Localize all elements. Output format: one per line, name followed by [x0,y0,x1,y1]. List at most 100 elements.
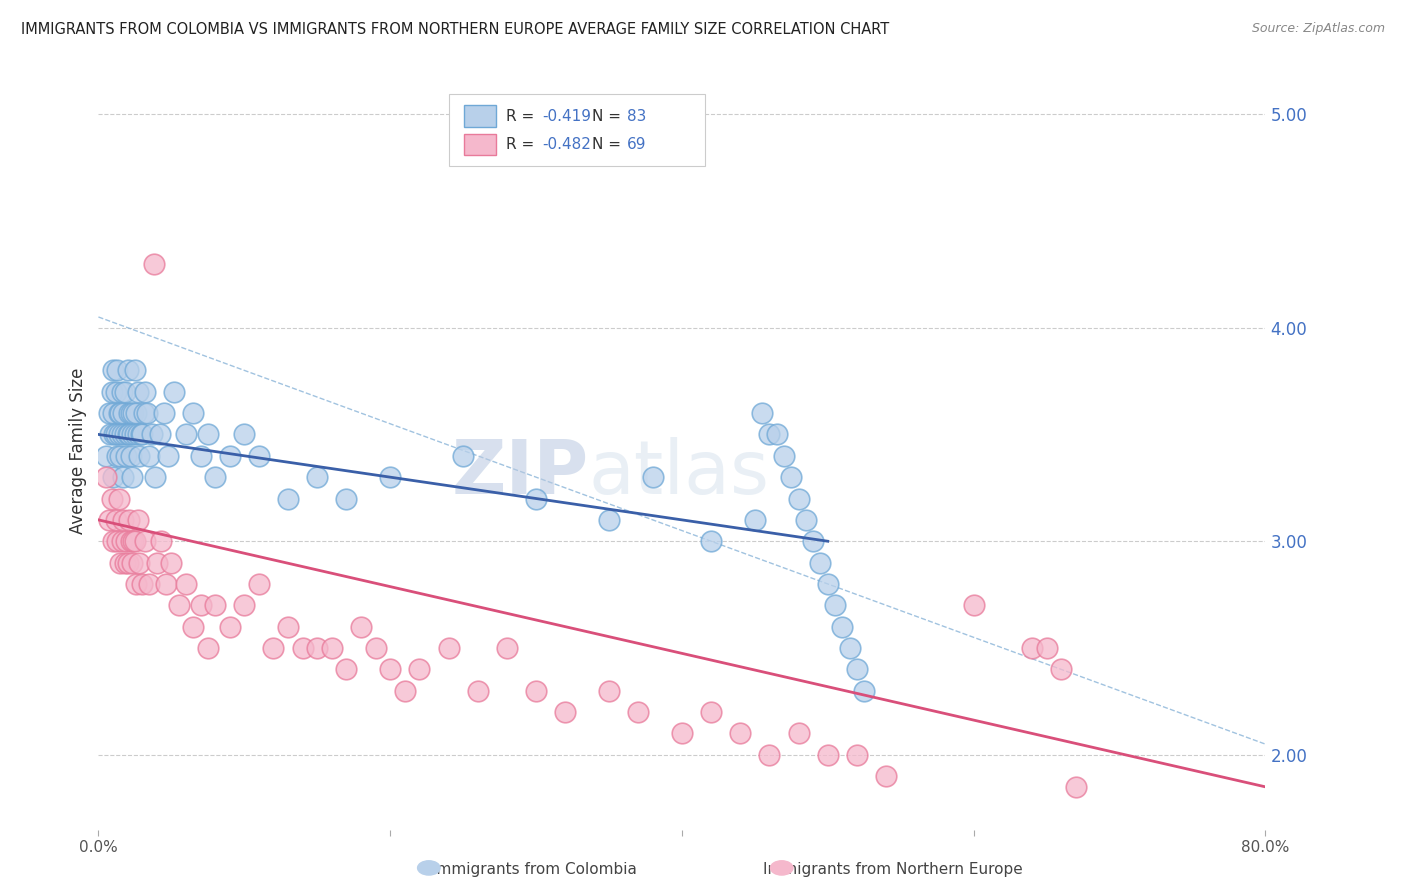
Text: -0.419: -0.419 [541,109,591,124]
Point [132,406,155,420]
Text: 83: 83 [627,109,647,124]
Point [115,534,138,549]
Point [218,620,240,634]
Point [121,470,143,484]
Point [163,384,186,399]
Point [751,406,773,420]
Point [277,620,299,634]
Point [141,427,163,442]
Point [831,620,853,634]
Point [138,449,160,463]
Point [120,449,142,463]
Point [627,705,650,719]
Point [101,363,124,377]
Point [174,427,197,442]
Point [153,406,176,420]
Point [127,384,149,399]
Point [124,427,146,442]
Text: Source: ZipAtlas.com: Source: ZipAtlas.com [1251,22,1385,36]
Point [247,577,270,591]
Point [765,427,787,442]
Point [128,556,150,570]
Point [112,513,135,527]
Point [787,491,810,506]
Point [103,427,125,442]
Point [496,640,519,655]
Point [307,640,329,655]
Point [97,406,120,420]
Point [380,662,402,676]
Point [247,449,270,463]
Point [149,427,172,442]
Point [780,470,803,484]
Point [117,363,139,377]
Point [111,384,134,399]
Point [115,449,138,463]
Point [335,662,357,676]
Text: atlas: atlas [589,437,769,509]
Point [817,577,839,591]
Point [101,534,124,549]
Point [233,427,256,442]
Point [101,406,124,420]
Point [233,599,256,613]
Point [838,640,860,655]
Point [554,705,576,719]
Point [122,534,145,549]
Point [181,620,204,634]
Point [110,406,132,420]
Point [108,406,131,420]
Point [120,406,142,420]
Text: -0.482: -0.482 [541,136,591,152]
Point [160,556,183,570]
Point [143,470,166,484]
Point [128,449,150,463]
Point [105,449,128,463]
Point [262,640,284,655]
Point [364,640,387,655]
Point [125,406,148,420]
Point [190,449,212,463]
Point [1064,780,1087,794]
Point [94,470,117,484]
Text: R =: R = [506,136,538,152]
Point [181,406,204,420]
Point [467,683,489,698]
Point [117,427,139,442]
Point [730,726,752,740]
Point [190,599,212,613]
Point [127,427,149,442]
Point [131,577,153,591]
Point [1050,662,1073,676]
Text: ZIP: ZIP [451,437,589,509]
Point [598,513,620,527]
Point [125,577,148,591]
Point [98,427,121,442]
Point [108,491,131,506]
Point [758,427,780,442]
Point [135,406,157,420]
Point [124,363,146,377]
Point [121,556,143,570]
Point [321,640,343,655]
Point [134,384,156,399]
Point [146,556,169,570]
Point [97,513,120,527]
Point [112,406,135,420]
Point [1035,640,1057,655]
Point [108,427,131,442]
Text: 69: 69 [627,136,647,152]
FancyBboxPatch shape [464,105,496,127]
Point [671,726,693,740]
Point [138,577,160,591]
Point [524,683,547,698]
Point [394,683,416,698]
Point [810,556,832,570]
Point [157,449,180,463]
Text: IMMIGRANTS FROM COLOMBIA VS IMMIGRANTS FROM NORTHERN EUROPE AVERAGE FAMILY SIZE : IMMIGRANTS FROM COLOMBIA VS IMMIGRANTS F… [21,22,890,37]
Point [118,427,141,442]
Point [114,556,136,570]
Point [112,470,135,484]
FancyBboxPatch shape [449,95,706,166]
Point [408,662,430,676]
